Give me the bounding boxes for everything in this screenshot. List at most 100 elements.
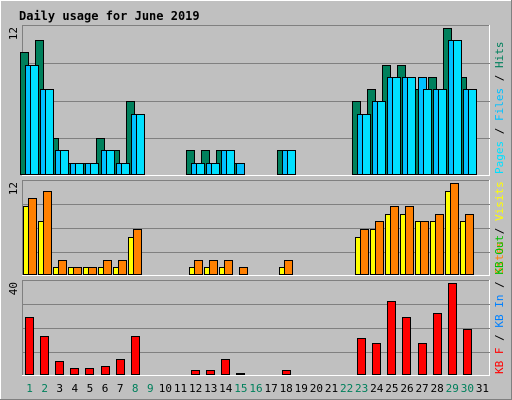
x-tick-day-8: 8 bbox=[132, 382, 139, 395]
x-tick-day-26: 26 bbox=[400, 382, 413, 395]
x-tick-day-1: 1 bbox=[26, 382, 33, 395]
x-tick-day-9: 9 bbox=[147, 382, 154, 395]
y-scale-max-label: 12 bbox=[7, 27, 20, 40]
bar-pages-day-2 bbox=[45, 89, 54, 175]
panel-legend-label: Pages / Files / Hits bbox=[493, 42, 506, 175]
bar-pages-day-27 bbox=[423, 89, 432, 175]
bar-hits-day-13 bbox=[201, 150, 210, 175]
bar-kb-f-day-8 bbox=[131, 336, 140, 375]
bar-kb-f-day-25 bbox=[387, 301, 396, 375]
x-axis-day-labels: 1 2 3 4 5 6 7 8 9 10 11 12 13 14 15 16 17 18 19 20 21 22 23 24 2… bbox=[26, 382, 489, 395]
bar-pages-day-30 bbox=[468, 89, 477, 175]
legend-part: KB Out bbox=[493, 235, 506, 275]
legend-part: / bbox=[493, 121, 506, 141]
x-tick-day-31: 31 bbox=[476, 382, 489, 395]
bar-kb-f-day-23 bbox=[357, 338, 366, 375]
bar-hits-day-12 bbox=[186, 150, 195, 175]
x-tick-day-16: 16 bbox=[249, 382, 262, 395]
bar-pages-day-5 bbox=[90, 163, 99, 175]
bar-sites-day-14 bbox=[224, 260, 233, 275]
bar-sites-day-2 bbox=[43, 191, 52, 275]
bar-files-day-15 bbox=[236, 163, 245, 175]
x-tick-day-17: 17 bbox=[264, 382, 277, 395]
x-tick-day-23: 23 bbox=[355, 382, 368, 395]
bar-pages-day-8 bbox=[136, 114, 145, 175]
bar-pages-day-1 bbox=[30, 65, 39, 175]
x-tick-day-18: 18 bbox=[280, 382, 293, 395]
bar-pages-day-18 bbox=[287, 150, 296, 175]
series-kb-f bbox=[25, 283, 472, 375]
x-tick-day-21: 21 bbox=[325, 382, 338, 395]
panel-kb: 40 KB F / KB In / KB Out bbox=[7, 235, 506, 376]
bar-kb-f-day-30 bbox=[463, 329, 472, 375]
bar-pages-day-4 bbox=[75, 163, 84, 175]
bar-pages-day-12 bbox=[196, 163, 205, 175]
x-tick-day-12: 12 bbox=[189, 382, 202, 395]
panel-visits-sites: 12 Sites / Visits bbox=[7, 180, 506, 276]
legend-part: Files bbox=[493, 88, 506, 121]
bar-sites-day-29 bbox=[450, 183, 459, 275]
bar-sites-day-7 bbox=[118, 260, 127, 275]
bar-kb-f-day-14 bbox=[221, 359, 230, 375]
bar-pages-day-25 bbox=[392, 77, 401, 175]
series-pages bbox=[30, 40, 477, 175]
bar-sites-day-13 bbox=[209, 260, 218, 275]
x-tick-day-5: 5 bbox=[87, 382, 94, 395]
x-tick-day-14: 14 bbox=[219, 382, 233, 395]
legend-part: Hits bbox=[493, 42, 506, 69]
chart-title: Daily usage for June 2019 bbox=[19, 9, 200, 23]
legend-part: / bbox=[493, 221, 506, 241]
bar-pages-day-7 bbox=[121, 163, 130, 175]
legend-part: KB F bbox=[493, 348, 506, 375]
x-tick-day-28: 28 bbox=[431, 382, 444, 395]
bar-kb-f-day-6 bbox=[101, 366, 110, 375]
x-tick-day-4: 4 bbox=[72, 382, 79, 395]
bar-kb-f-day-1 bbox=[25, 317, 34, 375]
bar-kb-f-day-28 bbox=[433, 313, 442, 375]
legend-part: Pages bbox=[493, 141, 506, 174]
bar-kb-f-day-7 bbox=[116, 359, 125, 375]
bar-kb-f-day-27 bbox=[418, 343, 427, 375]
bar-sites-day-3 bbox=[58, 260, 67, 275]
bar-kb-f-day-2 bbox=[40, 336, 49, 375]
x-tick-day-30: 30 bbox=[461, 382, 474, 395]
bar-pages-day-26 bbox=[407, 77, 416, 175]
legend-part: / bbox=[493, 68, 506, 88]
bar-sites-day-30 bbox=[465, 214, 474, 275]
bar-sites-day-5 bbox=[88, 267, 97, 275]
legend-part: / bbox=[493, 275, 506, 295]
x-tick-day-25: 25 bbox=[385, 382, 398, 395]
bar-sites-day-18 bbox=[284, 260, 293, 275]
bar-sites-day-26 bbox=[405, 206, 414, 275]
x-tick-day-27: 27 bbox=[415, 382, 428, 395]
bar-kb-f-day-15 bbox=[236, 373, 245, 375]
bar-pages-day-6 bbox=[106, 150, 115, 175]
x-tick-day-19: 19 bbox=[295, 382, 308, 395]
panel-hits-files-pages: 12 Pages / Files / Hits bbox=[7, 25, 506, 176]
bar-kb-f-day-24 bbox=[372, 343, 381, 375]
y-scale-max-label: 12 bbox=[7, 182, 20, 195]
bar-sites-day-24 bbox=[375, 221, 384, 275]
bar-pages-day-14 bbox=[226, 150, 235, 175]
legend-part: KB In bbox=[493, 295, 506, 328]
bar-sites-day-28 bbox=[435, 214, 444, 275]
series-sites bbox=[28, 183, 474, 275]
bar-kb-f-day-4 bbox=[70, 368, 79, 375]
x-tick-day-13: 13 bbox=[204, 382, 217, 395]
bar-kb-f-day-5 bbox=[85, 368, 94, 375]
legend-part: / bbox=[493, 328, 506, 348]
legend-part: Visits bbox=[493, 181, 506, 221]
x-tick-day-24: 24 bbox=[370, 382, 384, 395]
x-tick-day-3: 3 bbox=[56, 382, 63, 395]
bar-sites-day-12 bbox=[194, 260, 203, 275]
bar-pages-day-28 bbox=[438, 89, 447, 175]
bar-pages-day-13 bbox=[211, 163, 220, 175]
bar-sites-day-27 bbox=[420, 221, 429, 275]
bar-kb-f-day-3 bbox=[55, 361, 64, 375]
x-tick-day-10: 10 bbox=[159, 382, 172, 395]
bar-pages-day-24 bbox=[377, 101, 386, 175]
bar-sites-day-6 bbox=[103, 260, 112, 275]
bar-sites-day-1 bbox=[28, 198, 37, 275]
